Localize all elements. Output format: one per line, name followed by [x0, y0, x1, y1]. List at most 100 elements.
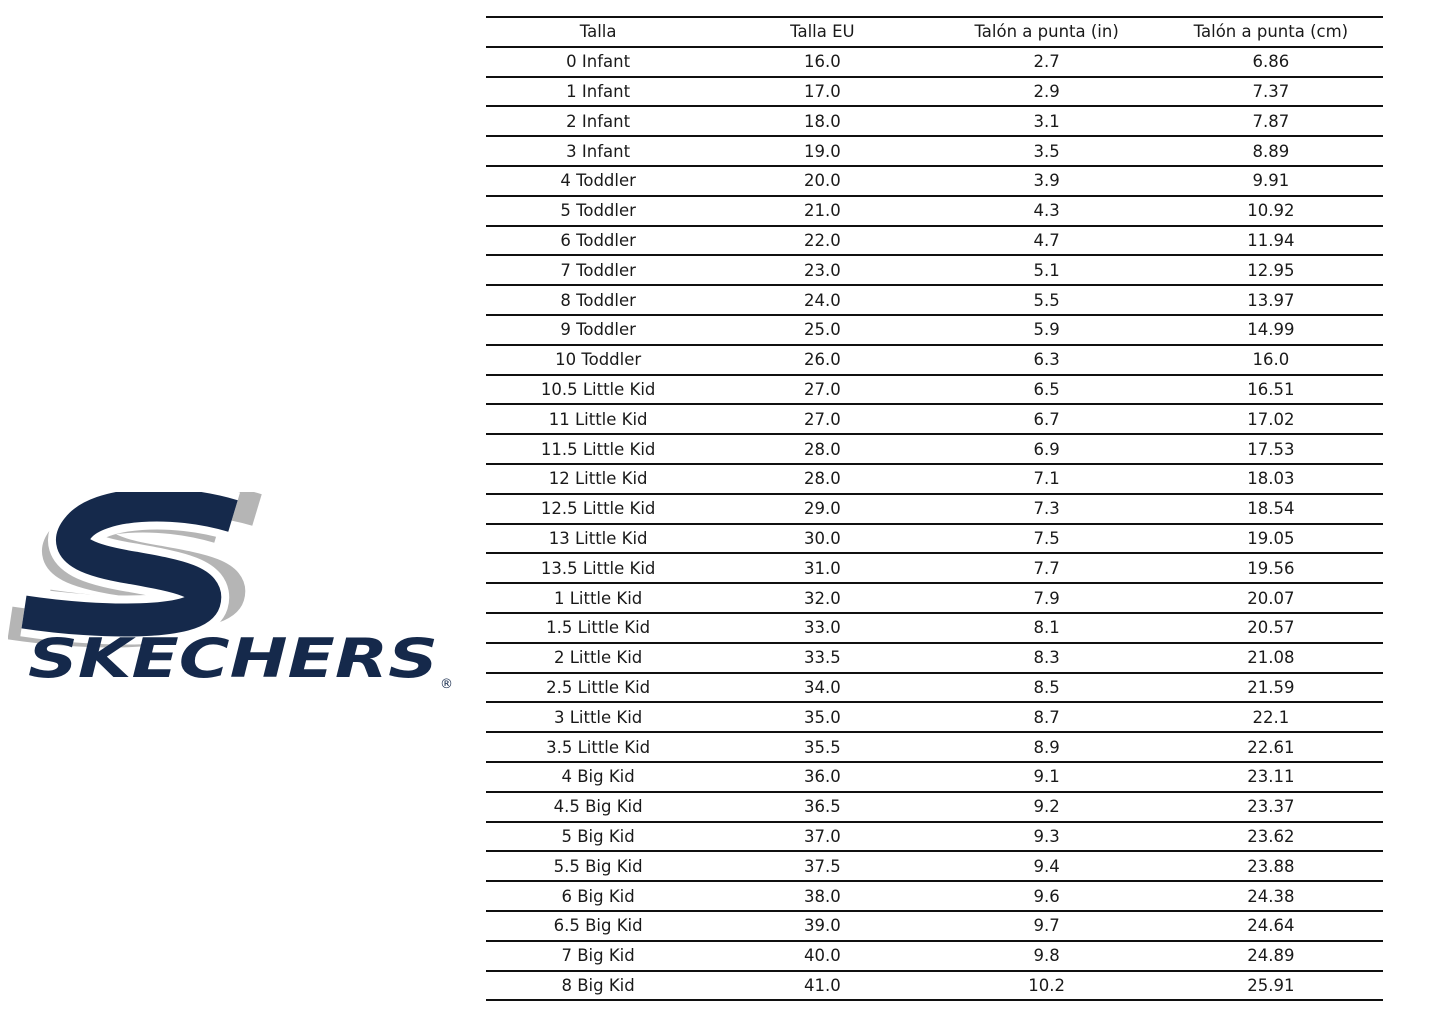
- table-cell: 9.6: [934, 880, 1159, 911]
- table-cell: 0 Infant: [486, 45, 711, 77]
- table-row: 4.5 Big Kid 36.5 9.2 23.37: [486, 790, 1383, 822]
- table-cell: 30.0: [710, 522, 935, 554]
- table-cell: 18.03: [1158, 462, 1383, 494]
- table-cell: 7.7: [934, 552, 1159, 584]
- table-cell: 28.0: [710, 433, 935, 464]
- size-chart-table: Talla Talla EU Talón a punta (in) Talón a p…: [486, 16, 1383, 1002]
- table-cell: 27.0: [710, 403, 935, 435]
- table-cell: 5 Toddler: [486, 194, 711, 226]
- skechers-logo: SKECHERS ®: [8, 492, 453, 692]
- table-cell: 2.9: [934, 75, 1159, 107]
- table-cell: 16.0: [710, 45, 935, 77]
- table-cell: 25.0: [710, 313, 935, 345]
- table-cell: 2 Infant: [486, 105, 711, 137]
- table-row: 2 Little Kid 33.5 8.3 21.08: [486, 641, 1383, 673]
- table-cell: 4.7: [934, 224, 1159, 256]
- table-cell: 3 Infant: [486, 135, 711, 166]
- table-row: 2 Infant 18.0 3.1 7.87: [486, 105, 1383, 137]
- table-cell: 18.54: [1158, 492, 1383, 524]
- column-header-3: Talón a punta (cm): [1158, 16, 1383, 47]
- table-row: 3 Little Kid 35.0 8.7 22.1: [486, 701, 1383, 733]
- table-row: 5 Big Kid 37.0 9.3 23.62: [486, 820, 1383, 852]
- table-cell: 9.2: [934, 790, 1159, 822]
- table-cell: 17.0: [710, 75, 935, 107]
- table-cell: 18.0: [710, 105, 935, 137]
- table-cell: 7.1: [934, 462, 1159, 494]
- table-row: 3 Infant 19.0 3.5 8.89: [486, 135, 1383, 166]
- table-row: 9 Toddler 25.0 5.9 14.99: [486, 313, 1383, 345]
- table-cell: 36.5: [710, 790, 935, 822]
- table-cell: 40.0: [710, 939, 935, 971]
- registered-trademark-icon: ®: [440, 677, 453, 692]
- table-cell: 41.0: [710, 969, 935, 1002]
- table-cell: 3.1: [934, 105, 1159, 137]
- table-cell: 19.0: [710, 135, 935, 166]
- table-cell: 7.87: [1158, 105, 1383, 137]
- table-cell: 9.3: [934, 820, 1159, 852]
- table-row: 1 Little Kid 32.0 7.9 20.07: [486, 582, 1383, 613]
- table-cell: 14.99: [1158, 313, 1383, 345]
- table-cell: 5.9: [934, 313, 1159, 345]
- table-row: 6.5 Big Kid 39.0 9.7 24.64: [486, 909, 1383, 941]
- table-cell: 38.0: [710, 880, 935, 911]
- table-cell: 6.5 Big Kid: [486, 909, 711, 941]
- table-cell: 10.5 Little Kid: [486, 373, 711, 405]
- table-cell: 22.61: [1158, 731, 1383, 762]
- table-cell: 9.8: [934, 939, 1159, 971]
- table-cell: 8 Toddler: [486, 284, 711, 315]
- table-row: 13.5 Little Kid 31.0 7.7 19.56: [486, 552, 1383, 584]
- table-row: 12 Little Kid 28.0 7.1 18.03: [486, 462, 1383, 494]
- table-cell: 1.5 Little Kid: [486, 611, 711, 643]
- table-cell: 2.7: [934, 45, 1159, 77]
- table-row: 11 Little Kid 27.0 6.7 17.02: [486, 403, 1383, 435]
- table-cell: 34.0: [710, 671, 935, 703]
- table-cell: 20.07: [1158, 582, 1383, 613]
- table-cell: 22.0: [710, 224, 935, 256]
- table-row: 4 Big Kid 36.0 9.1 23.11: [486, 760, 1383, 792]
- table-cell: 16.51: [1158, 373, 1383, 405]
- table-cell: 1 Infant: [486, 75, 711, 107]
- table-cell: 8 Big Kid: [486, 969, 711, 1002]
- skechers-wordmark: SKECHERS: [28, 627, 438, 690]
- column-header-1: Talla EU: [710, 16, 935, 47]
- column-header-2: Talón a punta (in): [934, 16, 1159, 47]
- table-cell: 24.89: [1158, 939, 1383, 971]
- column-header-0: Talla: [486, 16, 711, 47]
- table-row: 12.5 Little Kid 29.0 7.3 18.54: [486, 492, 1383, 524]
- table-cell: 3 Little Kid: [486, 701, 711, 733]
- table-cell: 10.92: [1158, 194, 1383, 226]
- table-cell: 21.59: [1158, 671, 1383, 703]
- table-cell: 26.0: [710, 343, 935, 375]
- table-cell: 3.5: [934, 135, 1159, 166]
- table-cell: 24.0: [710, 284, 935, 315]
- table-cell: 12 Little Kid: [486, 462, 711, 494]
- table-cell: 9.91: [1158, 164, 1383, 196]
- table-cell: 23.62: [1158, 820, 1383, 852]
- table-cell: 21.08: [1158, 641, 1383, 673]
- skechers-s-icon: SKECHERS ®: [8, 492, 453, 692]
- table-cell: 9.4: [934, 850, 1159, 882]
- table-cell: 12.5 Little Kid: [486, 492, 711, 524]
- table-cell: 7.5: [934, 522, 1159, 554]
- table-row: 7 Toddler 23.0 5.1 12.95: [486, 254, 1383, 286]
- table-cell: 24.64: [1158, 909, 1383, 941]
- table-cell: 6.9: [934, 433, 1159, 464]
- table-cell: 13.5 Little Kid: [486, 552, 711, 584]
- table-cell: 8.3: [934, 641, 1159, 673]
- table-cell: 17.53: [1158, 433, 1383, 464]
- table-cell: 7.9: [934, 582, 1159, 613]
- size-chart-table-head: Talla Talla EU Talón a punta (in) Talón a p…: [486, 16, 1383, 47]
- table-row: 10.5 Little Kid 27.0 6.5 16.51: [486, 373, 1383, 405]
- table-cell: 37.0: [710, 820, 935, 852]
- size-chart-table-container: Talla Talla EU Talón a punta (in) Talón a p…: [486, 16, 1383, 1002]
- table-cell: 6.7: [934, 403, 1159, 435]
- table-row: 3.5 Little Kid 35.5 8.9 22.61: [486, 731, 1383, 762]
- table-cell: 13 Little Kid: [486, 522, 711, 554]
- table-cell: 5.5: [934, 284, 1159, 315]
- table-row: 5 Toddler 21.0 4.3 10.92: [486, 194, 1383, 226]
- table-cell: 6.3: [934, 343, 1159, 375]
- table-cell: 31.0: [710, 552, 935, 584]
- table-cell: 23.88: [1158, 850, 1383, 882]
- table-cell: 25.91: [1158, 969, 1383, 1002]
